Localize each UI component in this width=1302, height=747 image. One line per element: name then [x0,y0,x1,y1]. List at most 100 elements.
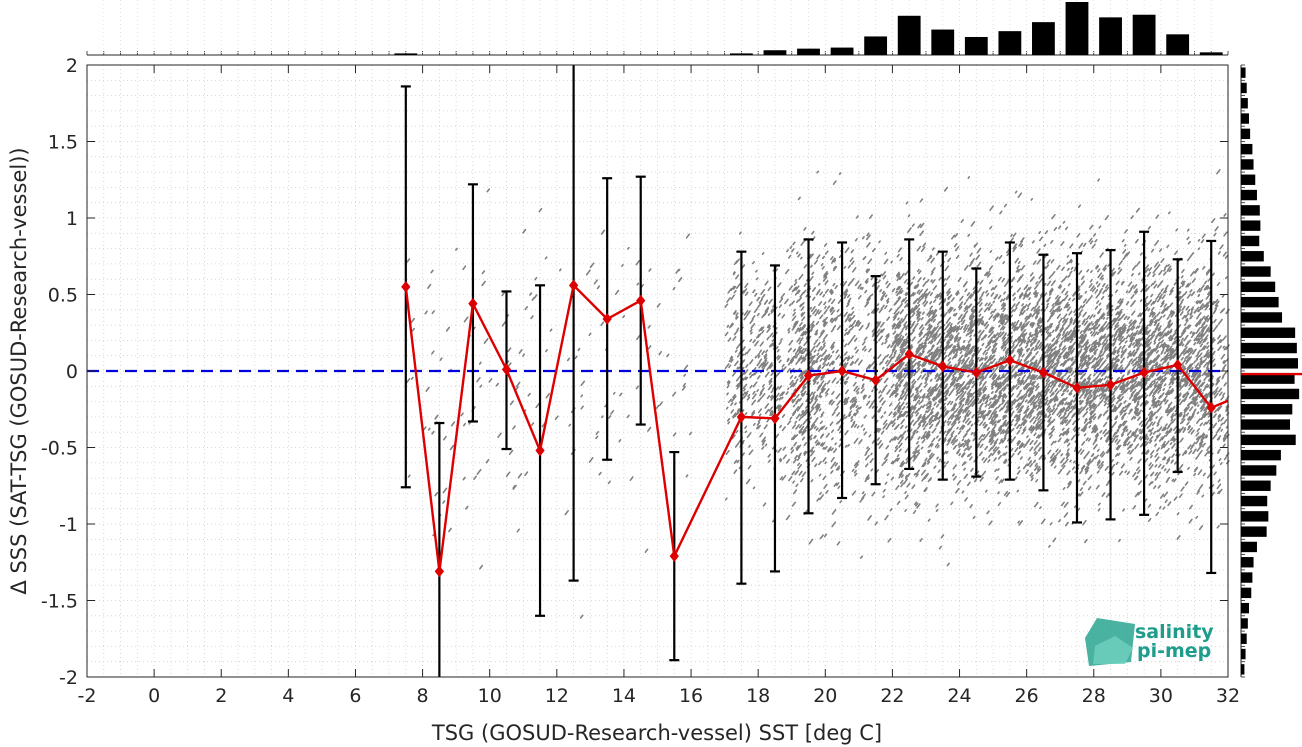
x-axis-label: TSG (GOSUD-Research-vessel) SST [deg C] [431,721,882,745]
mean-point [1105,378,1116,391]
right-hist-bar [1241,572,1253,583]
top-hist-bar [1132,14,1156,55]
right-hist-bar [1241,342,1297,354]
mean-point [904,348,914,360]
right-hist-bar [1241,205,1260,216]
mean-point [401,281,411,293]
x-tick-label: 30 [1149,685,1173,707]
right-hist-bar [1241,266,1271,277]
top-hist-bar [1199,52,1223,55]
mean-point [770,412,780,425]
right-hist-bar [1241,235,1260,247]
y-tick-label: -1 [59,514,78,536]
right-hist-bar [1241,98,1248,109]
right-hist-bar [1241,587,1252,599]
x-tick-label: 16 [679,685,703,707]
x-tick-label: 18 [746,685,770,707]
mean-point [1139,366,1149,379]
right-hist-bar [1241,128,1251,140]
top-hist-bar [797,48,820,55]
right-hist-bar [1241,373,1295,384]
mean-point [1206,401,1216,414]
right-hist-bar [1241,174,1256,185]
y-tick-label: -0.5 [41,438,78,460]
right-hist-bar [1241,526,1267,537]
right-hist-bar [1241,251,1264,262]
x-tick-label: 12 [545,685,569,707]
salinity-pi-mep-logo: salinity pi-mep [1085,618,1214,666]
scatter-cloud [405,169,1230,619]
right-hist-bar [1241,82,1247,94]
x-tick-label: 2 [215,685,227,707]
top-hist-bar [1166,34,1190,55]
scatter-points [405,169,1230,619]
mean-point [434,565,445,578]
y-tick-label: 1.5 [48,132,78,154]
x-tick-label: 24 [947,685,971,707]
x-tick-label: 32 [1216,685,1240,707]
x-tick-label: 0 [148,685,160,707]
right-hist-bar [1241,449,1281,461]
x-axis-ticks: -2 0 2 4 6 8 10 12 14 16 18 20 22 24 26 28 30 32 [78,65,1240,707]
mean-point [669,550,679,562]
mean-point [636,294,646,307]
right-hist-bar [1241,296,1279,308]
x-tick-label: 14 [612,685,636,707]
right-hist-bar [1241,419,1291,430]
right-hist-bar [1241,281,1276,293]
y-tick-label: -1.5 [41,591,78,613]
right-hist-bar [1241,511,1269,522]
mean-point [535,444,545,457]
y-tick-label: -2 [59,667,78,689]
error-bar [568,65,579,582]
mean-point [736,411,747,423]
right-hist-bar [1241,618,1248,629]
mean-point [938,360,948,373]
top-hist-bar [897,15,921,56]
mean-point [1005,354,1015,367]
mean-point [501,363,512,376]
top-hist-bar [931,29,955,55]
top-hist-bar [1099,17,1122,55]
right-hist-bar [1241,404,1293,415]
right-hist-bar [1241,388,1300,400]
top-hist-bar [864,36,888,55]
right-hist-bar [1241,159,1254,170]
x-tick-label: 4 [282,685,294,707]
right-hist-bar [1241,495,1268,507]
mean-point [568,279,579,292]
x-tick-label: 22 [880,685,904,707]
mean-point [971,366,981,379]
right-hist-bar [1241,434,1296,446]
mean-point [602,313,612,325]
top-hist-bar [1032,22,1055,55]
right-hist-bar [1241,465,1277,476]
error-bar [434,421,445,677]
top-hist-bar [830,47,854,55]
y-tick-label: 0 [66,361,78,383]
mean-point [837,365,847,377]
logo-text-pi-mep: pi-mep [1137,640,1211,662]
x-tick-label: 10 [478,685,502,707]
right-hist-bar [1241,358,1298,369]
right-hist-bar [1241,602,1249,614]
right-hist-bar [1241,143,1253,155]
mean-point [803,369,814,382]
right-hist-bar [1241,327,1296,338]
right-hist-bar [1241,557,1254,568]
right-histogram [1240,64,1302,678]
logo-text-salinity: salinity [1135,621,1214,643]
right-hist-bar [1241,312,1283,323]
top-hist-bar [394,53,418,55]
x-tick-label: 28 [1082,685,1106,707]
mean-point [468,297,478,310]
mean-point [1038,366,1049,379]
right-hist-bar [1241,480,1271,491]
right-hist-bar [1241,664,1245,675]
top-hist-bar [729,53,753,55]
y-tick-label: 2 [66,55,78,77]
top-histogram [86,0,1229,56]
right-hist-bar [1241,113,1249,124]
x-tick-label: 6 [349,685,361,707]
